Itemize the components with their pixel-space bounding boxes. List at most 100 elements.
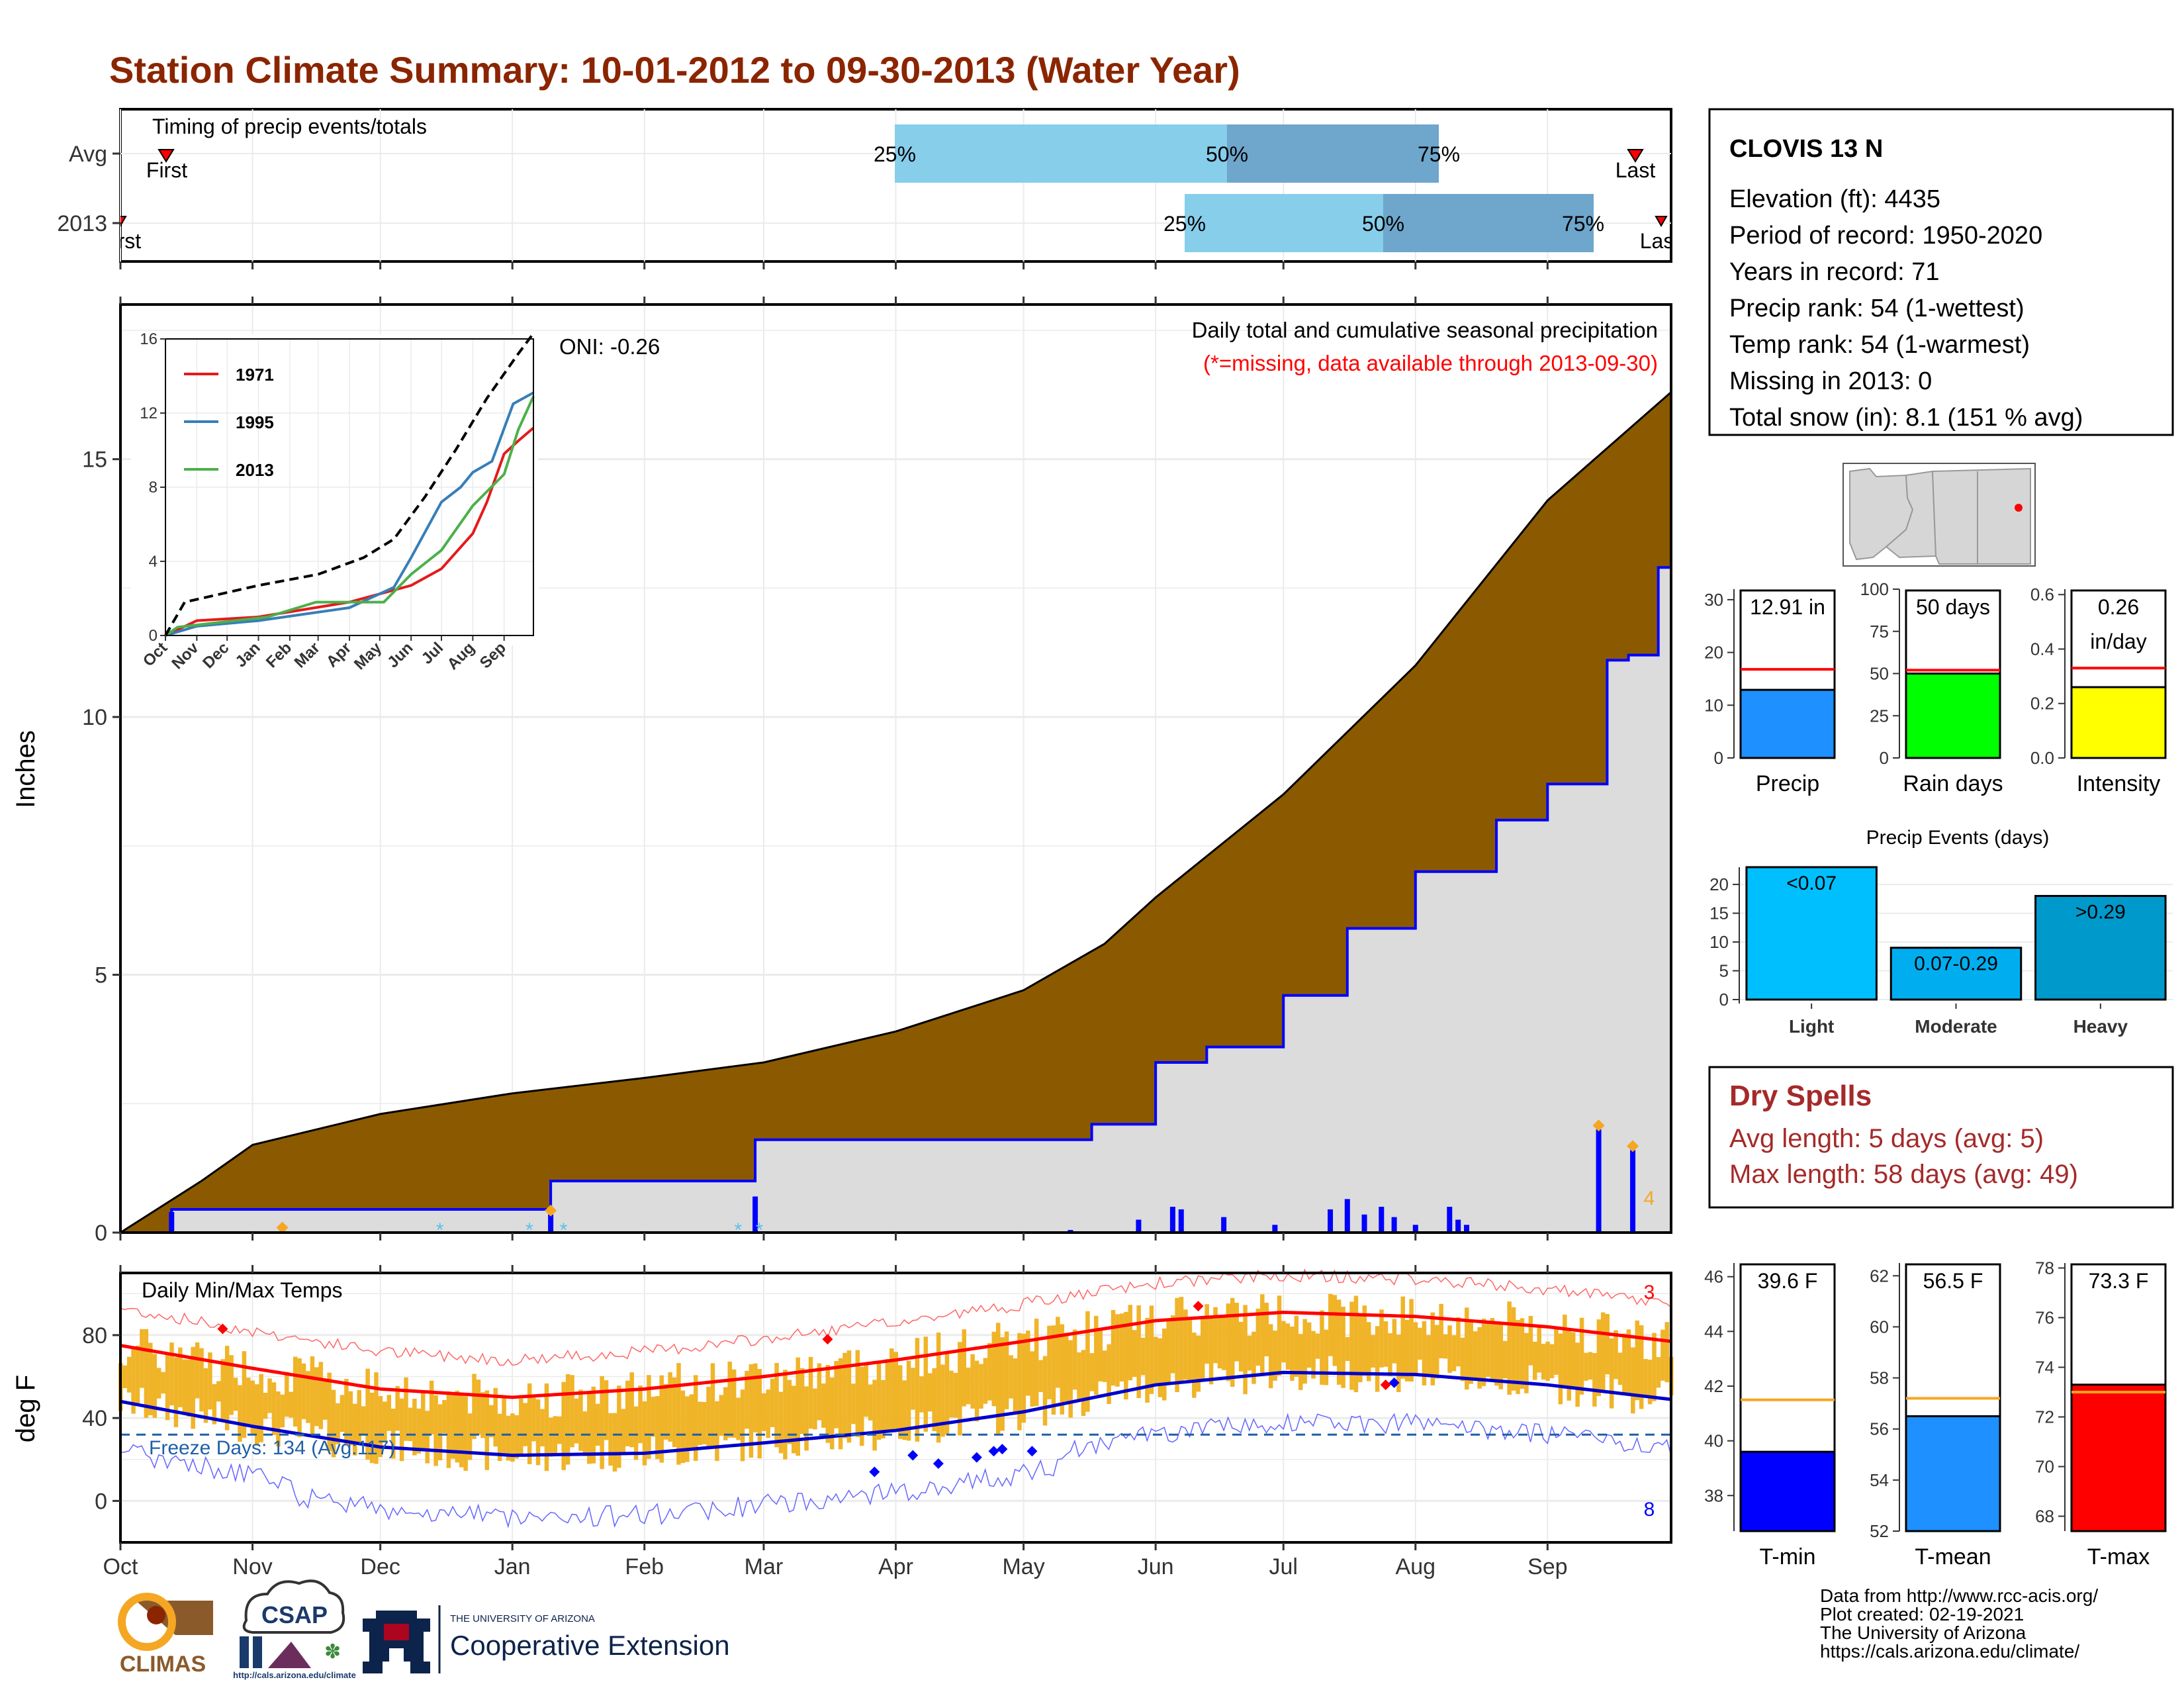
daily-temp-bar [1000, 1337, 1005, 1431]
daily-temp-bar [1498, 1323, 1504, 1389]
timing-row-label-year: 2013 [57, 211, 107, 236]
daily-temp-bar [1567, 1329, 1572, 1401]
daily-temp-bar [1021, 1333, 1026, 1423]
daily-temp-bar [876, 1363, 882, 1440]
daily-temp-bar [523, 1403, 527, 1446]
daily-temp-bar [459, 1394, 464, 1468]
climas-logo-swirl [118, 1593, 176, 1651]
daily-temp-bar [995, 1323, 1001, 1434]
daily-temp-bar [1439, 1303, 1443, 1358]
daily-temp-bar [289, 1391, 293, 1418]
daily-temp-bar [804, 1386, 809, 1451]
normal-min-line [120, 1370, 1672, 1458]
temp-max-summary-y-tick-label: 78 [2035, 1258, 2054, 1278]
daily-temp-bar [433, 1395, 438, 1466]
snow-day-marker: * [756, 1219, 764, 1241]
daily-temp-bar [1345, 1336, 1350, 1361]
daily-precip-bars [169, 1129, 1636, 1233]
daily-temp-bar [416, 1408, 422, 1454]
avg-q50-label: 50% [1206, 142, 1248, 166]
snow-day-marker: * [560, 1219, 568, 1241]
daily-temp-bar [519, 1398, 523, 1455]
intensity-summary-value-text: 0.26 [2098, 595, 2139, 619]
ua-logo-a-outer [363, 1611, 430, 1673]
daily-temp-bar [549, 1417, 553, 1457]
avg-q75-label: 75% [1418, 142, 1460, 166]
daily-temp-bar [353, 1403, 357, 1456]
daily-temp-bar [629, 1372, 634, 1448]
daily-temp-bar [1192, 1333, 1197, 1398]
daily-temp-bar [783, 1370, 788, 1460]
daily-temp-bar [191, 1346, 195, 1429]
daily-temp-bar [1383, 1321, 1388, 1367]
daily-temp-bar [429, 1380, 434, 1434]
precip-summary-y-tick-label: 20 [1704, 643, 1723, 663]
station-name: CLOVIS 13 N [1729, 135, 1883, 163]
temp-y-axis: 0 40 80 [82, 1323, 120, 1514]
daily-temp-bar [242, 1351, 247, 1438]
daily-precip-bar [1464, 1225, 1470, 1233]
inset-line-2013 [164, 395, 535, 637]
daily-temp-bar [1149, 1305, 1154, 1394]
daily-temp-bar [958, 1342, 962, 1436]
daily-temp-bar [1366, 1322, 1371, 1382]
daily-temp-bar [778, 1391, 784, 1454]
daily-temp-bar [1247, 1335, 1252, 1371]
daily-precip-bar [1447, 1207, 1453, 1233]
events-bin-label: <0.07 [1786, 872, 1837, 894]
daily-temp-bar [1494, 1321, 1499, 1386]
daily-temp-bar [246, 1378, 251, 1427]
daily-temp-bar [796, 1357, 800, 1456]
credit-line-data: Data from http://www.rcc-acis.org/ [1820, 1585, 2098, 1606]
events-category-label: Heavy [2073, 1016, 2128, 1037]
raindays-summary-value-bar [1905, 673, 2001, 759]
daily-temp-bar [1413, 1322, 1418, 1374]
climas-logo-sun [147, 1606, 165, 1624]
temp-record-marker [1193, 1301, 1204, 1312]
events-bar-heavy [2034, 894, 2167, 1001]
daily-temp-bar [668, 1372, 672, 1442]
intensity-summary-label: Intensity [2077, 771, 2161, 796]
daily-temp-bar [740, 1389, 745, 1462]
temp-summary-bar-charts: 38 40 42 44 46 T-min 39.6 F 52 54 56 58 60 62 T-mean 5… [1704, 1258, 2167, 1570]
station-temp-rank: Temp rank: 54 (1-warmest) [1729, 331, 2030, 359]
daily-temp-bar [1588, 1352, 1593, 1380]
daily-temp-bar [825, 1364, 831, 1443]
daily-temp-bar [1570, 1332, 1576, 1388]
daily-temp-bar [600, 1376, 604, 1470]
daily-temp-bar [1107, 1344, 1111, 1404]
month-label: Sep [1527, 1554, 1568, 1579]
daily-temp-bar [1004, 1331, 1009, 1409]
daily-temp-bar [591, 1386, 596, 1464]
year-quartile-bar-25-50 [1185, 194, 1383, 252]
daily-temp-bar [1273, 1331, 1277, 1381]
snow-day-marker: * [436, 1219, 444, 1241]
daily-temp-bar [659, 1375, 664, 1463]
daily-temp-bar [451, 1394, 455, 1459]
daily-temp-bar [1030, 1351, 1034, 1407]
daily-temp-bar [259, 1374, 263, 1442]
daily-temp-bar [1601, 1312, 1606, 1391]
temp-max-summary-y-tick-label: 74 [2035, 1358, 2054, 1378]
daily-precip-bar [1169, 1207, 1175, 1233]
intensity-summary-y-tick-label: 0.6 [2030, 585, 2054, 604]
daily-temp-bar [911, 1368, 915, 1410]
daily-precip-bar [1344, 1199, 1350, 1233]
csap-logo-bar-2 [253, 1636, 262, 1668]
daily-temp-bar [1260, 1294, 1265, 1373]
inset-background [131, 334, 538, 645]
inset-line-1995 [165, 391, 534, 637]
events-bar-moderate [1889, 947, 2023, 1001]
daily-temp-bar [949, 1370, 954, 1418]
daily-temp-bar [238, 1385, 242, 1442]
daily-temp-bar [974, 1360, 979, 1422]
daily-temp-bar [1264, 1302, 1269, 1356]
daily-temp-bar [979, 1364, 983, 1409]
daily-temp-bar [710, 1363, 715, 1446]
daily-temp-bar [497, 1413, 502, 1462]
daily-temp-bar [1537, 1325, 1541, 1373]
credits: Data from http://www.rcc-acis.org/ Plot … [1820, 1585, 2098, 1662]
daily-temp-bar [152, 1354, 157, 1418]
temp-record-marker [869, 1466, 880, 1477]
daily-temp-bar [199, 1348, 204, 1412]
